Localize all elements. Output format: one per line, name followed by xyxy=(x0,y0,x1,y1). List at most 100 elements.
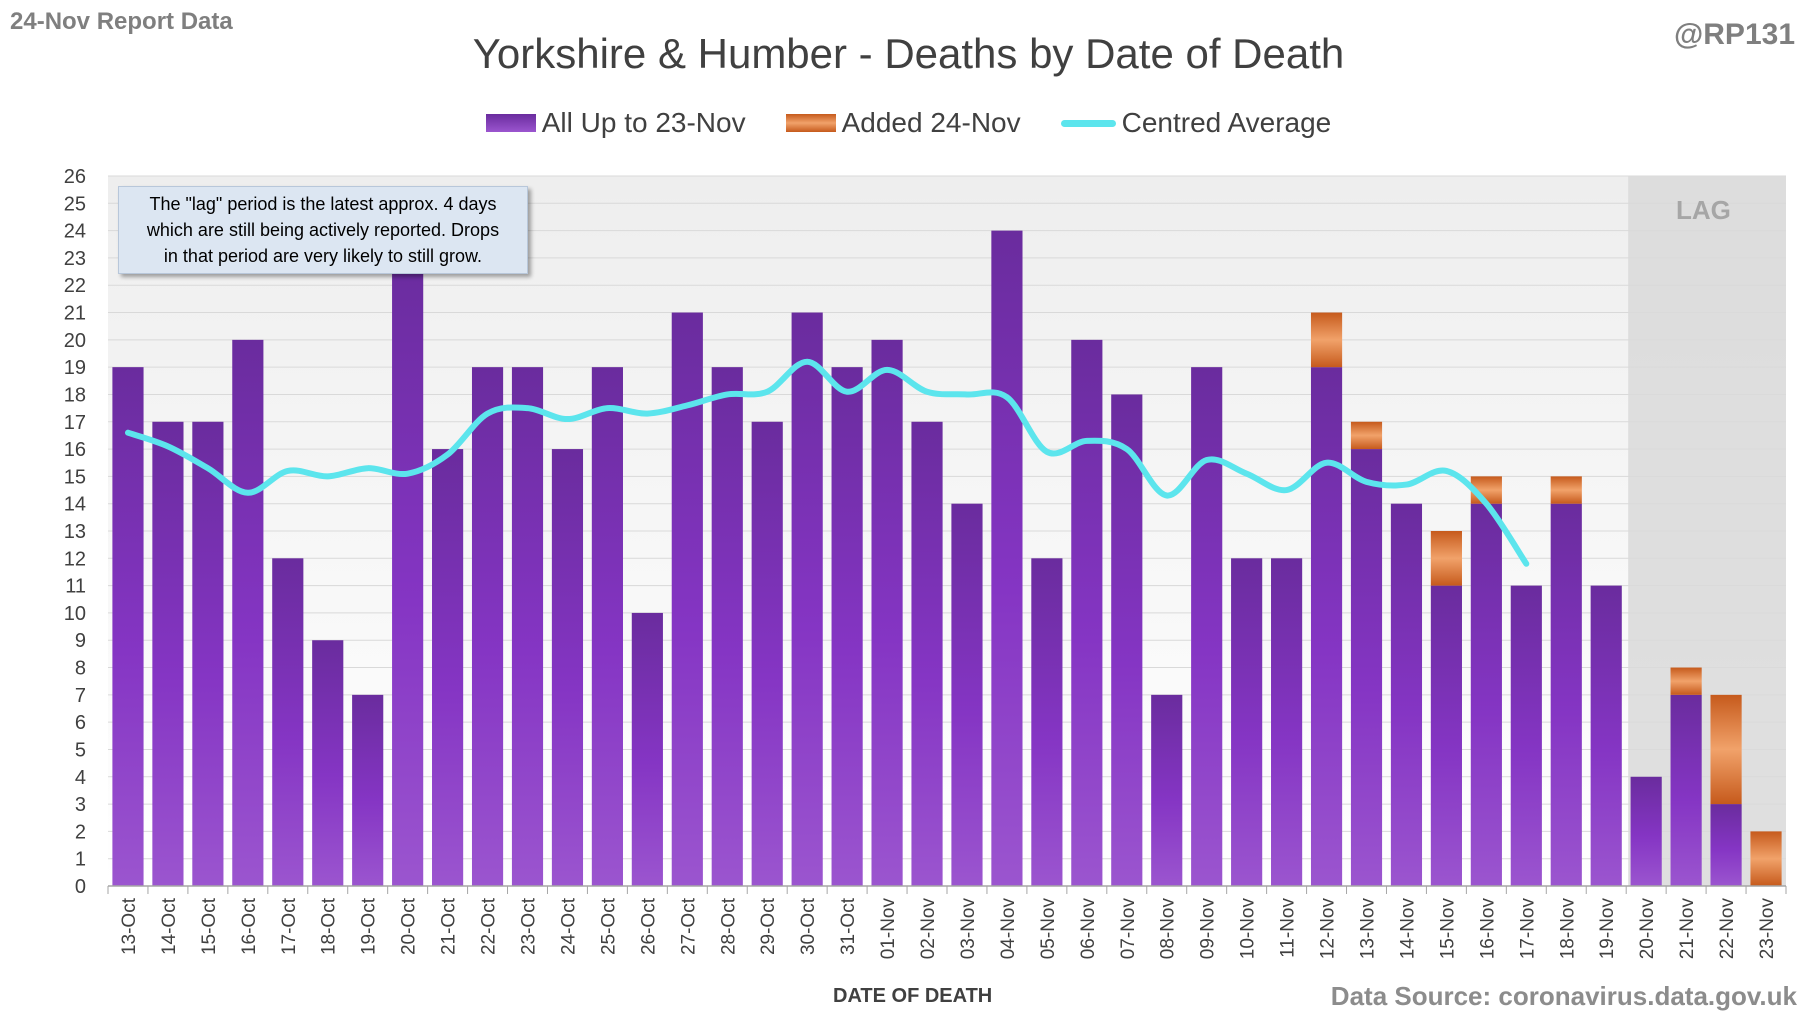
x-tick-label: 19-Oct xyxy=(359,897,380,955)
x-tick-label: 16-Nov xyxy=(1477,898,1498,960)
y-tick-label: 20 xyxy=(64,330,86,352)
x-tick-label: 18-Oct xyxy=(319,897,340,955)
bar-added xyxy=(1710,694,1742,805)
y-tick-label: 3 xyxy=(75,794,86,816)
x-tick-label: 27-Oct xyxy=(678,897,699,955)
gridlines xyxy=(108,175,1786,887)
x-tick-label: 14-Nov xyxy=(1397,898,1418,960)
x-tick-label: 19-Nov xyxy=(1597,898,1618,960)
legend-label-added: Added 24-Nov xyxy=(841,107,1021,138)
bar-all xyxy=(1630,776,1662,886)
chart-title: Yorkshire & Humber - Deaths by Date of D… xyxy=(472,30,1345,77)
bar-all xyxy=(1031,558,1063,886)
report-label: 24-Nov Report Data xyxy=(10,8,233,35)
bar-all xyxy=(911,421,943,886)
bar-all xyxy=(951,503,983,886)
legend-label-average: Centred Average xyxy=(1121,107,1332,138)
y-tick-label: 14 xyxy=(64,494,86,516)
x-tick-label: 30-Oct xyxy=(798,897,819,955)
x-tick-label: 21-Oct xyxy=(439,897,460,955)
average-line-path xyxy=(124,358,1530,567)
bar-all xyxy=(1151,694,1183,886)
x-tick-label: 25-Oct xyxy=(598,897,619,955)
y-tick-label: 17 xyxy=(64,412,86,434)
y-tick-label: 23 xyxy=(64,248,86,270)
x-tick-label: 01-Nov xyxy=(878,898,899,960)
x-tick-label: 24-Oct xyxy=(558,897,579,955)
lag-label: LAG xyxy=(1676,195,1731,225)
y-tick-label: 8 xyxy=(75,658,86,680)
x-tick-label: 08-Nov xyxy=(1158,898,1179,960)
bar-all xyxy=(831,367,863,887)
bar-all xyxy=(1470,503,1502,886)
legend-item-average: Centred Average xyxy=(1060,107,1332,139)
y-tick-label: 1 xyxy=(75,849,86,871)
bar-all xyxy=(272,558,304,886)
bar-all xyxy=(432,449,464,886)
bar-all xyxy=(991,230,1023,887)
x-tick-label: 23-Oct xyxy=(519,897,540,955)
y-tick-label: 12 xyxy=(64,548,86,570)
bar-all xyxy=(392,257,424,886)
y-tick-label: 11 xyxy=(65,576,86,598)
legend-item-all: All Up to 23-Nov xyxy=(485,107,746,139)
x-tick-label: 04-Nov xyxy=(998,898,1019,960)
x-tick-label: 18-Nov xyxy=(1557,898,1578,960)
bar-all xyxy=(312,640,344,886)
x-tick-label: 22-Oct xyxy=(479,897,500,955)
axes xyxy=(107,885,1787,894)
x-tick-label: 07-Nov xyxy=(1118,898,1139,960)
bar-all xyxy=(1310,367,1343,887)
x-tick-label: 23-Nov xyxy=(1757,898,1778,960)
y-tick-label: 25 xyxy=(64,193,86,215)
y-axis-ticks: 0123456789101112131415161718192021222324… xyxy=(64,166,86,898)
bar-all xyxy=(631,612,663,886)
bar-all xyxy=(112,367,144,887)
lag-shade xyxy=(1628,176,1786,886)
legend-item-added: Added 24-Nov xyxy=(785,107,1021,139)
bar-all xyxy=(1510,585,1542,886)
x-tick-label: 26-Oct xyxy=(638,897,659,955)
bar-added xyxy=(1750,831,1782,886)
x-tick-label: 12-Nov xyxy=(1318,898,1339,960)
y-tick-label: 19 xyxy=(64,357,86,379)
y-tick-label: 4 xyxy=(75,767,86,789)
y-tick-label: 16 xyxy=(64,439,86,461)
legend-swatch-orange xyxy=(785,114,836,132)
bar-all xyxy=(1550,503,1582,886)
x-tick-label: 31-Oct xyxy=(838,897,859,955)
y-tick-label: 6 xyxy=(75,712,86,734)
legend: All Up to 23-Nov Added 24-Nov Centred Av… xyxy=(0,107,1817,139)
x-tick-label: 05-Nov xyxy=(1038,898,1059,960)
lag-region xyxy=(1628,176,1786,886)
x-tick-label: 16-Oct xyxy=(239,897,260,955)
bar-all xyxy=(1710,804,1742,886)
x-tick-label: 10-Nov xyxy=(1238,898,1259,960)
x-tick-label: 13-Nov xyxy=(1358,898,1379,960)
x-tick-label: 21-Nov xyxy=(1677,898,1698,960)
y-tick-label: 26 xyxy=(64,166,86,188)
x-tick-label: 28-Oct xyxy=(718,897,739,955)
y-tick-label: 18 xyxy=(64,384,86,406)
x-axis-ticks: 13-Oct 14-Oct 15-Oct 16-Oct 17-Oct 18-Oct 19-O… xyxy=(119,897,1778,959)
bar-all xyxy=(152,421,184,886)
bar-all xyxy=(591,367,623,887)
y-tick-label: 21 xyxy=(64,303,86,325)
x-tick-label: 20-Nov xyxy=(1637,898,1658,960)
bar-added xyxy=(1430,531,1462,586)
bar-all xyxy=(791,312,823,886)
bar-all xyxy=(1590,585,1622,886)
note-line: in that period are very likely to still … xyxy=(163,246,483,266)
x-tick-label: 03-Nov xyxy=(958,898,979,960)
x-tick-label: 20-Oct xyxy=(399,897,420,955)
average-line xyxy=(124,358,1530,567)
note-line: The "lag" period is the latest approx. 4… xyxy=(149,194,497,214)
y-tick-label: 7 xyxy=(75,685,86,707)
bars xyxy=(112,230,1782,887)
x-tick-label: 29-Oct xyxy=(758,897,779,955)
data-source: Data Source: coronavirus.data.gov.uk xyxy=(1330,981,1797,1011)
y-tick-label: 9 xyxy=(75,630,86,652)
bar-all xyxy=(232,339,264,886)
legend-label-all: All Up to 23-Nov xyxy=(541,107,746,138)
